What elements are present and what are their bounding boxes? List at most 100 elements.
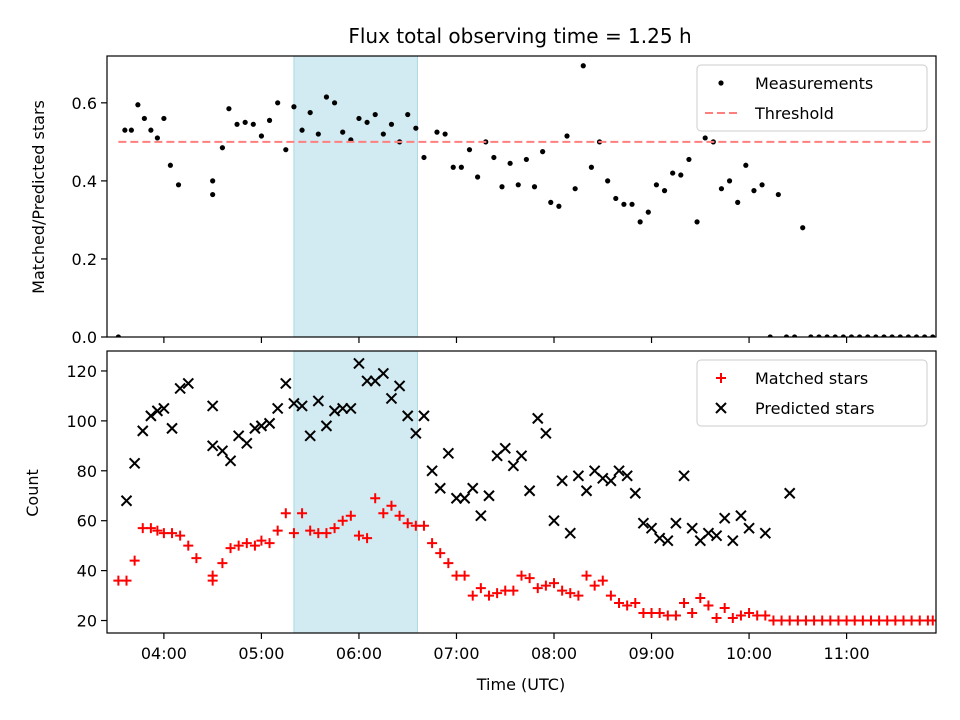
matched-stars-point xyxy=(121,575,132,586)
predicted-stars-point xyxy=(174,382,186,395)
matched-stars-point xyxy=(386,500,397,511)
predicted-stars-point xyxy=(686,522,698,534)
matched-stars-point xyxy=(622,600,633,611)
predicted-stars-point xyxy=(377,367,390,380)
measurements-point xyxy=(364,119,370,125)
matched-stars-point xyxy=(695,593,706,604)
measurements-point xyxy=(848,334,855,337)
y-tick-label: 0.6 xyxy=(72,94,97,113)
predicted-stars-point xyxy=(263,417,276,430)
predicted-stars-point xyxy=(783,487,796,499)
matched-stars-point xyxy=(167,528,178,539)
predicted-stars-point xyxy=(402,410,414,422)
predicted-stars-point xyxy=(361,375,373,387)
x-axis-label: Time (UTC) xyxy=(476,675,565,694)
measurements-point xyxy=(450,164,456,170)
matched-stars-point xyxy=(549,578,560,589)
matched-stars-point xyxy=(540,580,551,591)
matched-stars-point xyxy=(145,523,156,534)
measurements-point xyxy=(556,203,562,209)
measurements-point xyxy=(824,334,830,337)
predicted-stars-point xyxy=(151,405,164,417)
measurements-point xyxy=(816,334,822,337)
measurements-point xyxy=(694,219,700,225)
matched-stars-point xyxy=(288,528,299,539)
predicted-stars-point xyxy=(353,357,365,370)
measurements-point xyxy=(275,100,281,106)
legend-label-measurements: Measurements xyxy=(755,74,873,93)
matched-stars-point xyxy=(483,590,494,601)
predicted-stars-point xyxy=(336,402,349,415)
predicted-stars-point xyxy=(166,422,178,435)
matched-stars-point xyxy=(241,538,252,549)
measurements-point xyxy=(523,156,529,163)
matched-stars-point xyxy=(418,520,429,531)
measurements-point xyxy=(759,182,765,188)
measurements-point xyxy=(783,334,790,337)
measurements-point xyxy=(226,106,232,112)
matched-stars-point xyxy=(256,535,267,546)
predicted-stars-point xyxy=(255,420,268,432)
predicted-stars-point xyxy=(288,397,300,410)
measurements-point xyxy=(135,102,141,108)
predicted-stars-point xyxy=(540,427,552,440)
matched-stars-point xyxy=(129,555,140,566)
measurements-point xyxy=(564,133,570,139)
measurements-point xyxy=(913,334,920,337)
measurements-point xyxy=(266,117,273,123)
measurements-point xyxy=(613,195,619,202)
measurements-point xyxy=(572,186,578,192)
matched-stars-point xyxy=(183,540,194,551)
predicted-stars-point xyxy=(296,400,308,412)
measurements-point xyxy=(466,147,473,153)
predicted-stars-point xyxy=(216,445,229,457)
measurements-point xyxy=(167,162,173,168)
matched-stars-point xyxy=(378,508,389,519)
legend: Measurements Threshold xyxy=(696,64,928,132)
predicted-stars-point xyxy=(515,450,528,462)
measurements-point xyxy=(380,131,386,137)
measurements-point xyxy=(881,334,887,337)
highlight-span xyxy=(293,56,418,337)
predicted-stars-point xyxy=(556,475,568,487)
measurements-point xyxy=(897,334,903,337)
x-tick-label: 04:00 xyxy=(141,644,187,663)
measurements-point xyxy=(629,201,635,207)
predicted-stars-point xyxy=(637,517,650,529)
matched-stars-point xyxy=(280,508,291,519)
matched-stars-point xyxy=(305,525,316,536)
predicted-stars-point xyxy=(393,380,406,392)
predicted-stars-point xyxy=(385,392,398,405)
predicted-stars-point xyxy=(328,405,341,417)
plot-area xyxy=(115,63,936,337)
legend-label-predicted-stars: Predicted stars xyxy=(755,399,875,418)
predicted-stars-point xyxy=(678,470,690,482)
matched-stars-point xyxy=(207,570,218,581)
y-tick-label: 0.2 xyxy=(72,250,97,269)
matched-stars-point xyxy=(225,543,236,554)
predicted-stars-point xyxy=(621,470,633,482)
measurements-point xyxy=(499,184,505,190)
measurements-point xyxy=(128,127,134,133)
predicted-stars-point xyxy=(727,534,739,547)
matched-stars-point xyxy=(233,540,244,551)
measurements-point xyxy=(307,109,313,116)
predicted-stars-point xyxy=(145,410,157,422)
predicted-stars-point xyxy=(206,400,219,412)
measurements-point xyxy=(154,135,160,141)
predicted-stars-point xyxy=(182,377,194,390)
predicted-stars-point xyxy=(743,522,755,534)
measurements-point xyxy=(743,162,749,168)
x-tick-label: 05:00 xyxy=(238,644,284,663)
measurements-point xyxy=(242,119,248,125)
y-tick-label: 40 xyxy=(77,562,97,581)
measurements-point xyxy=(283,147,289,153)
matched-stars-point xyxy=(760,610,771,621)
measurements-point xyxy=(442,131,448,137)
matched-stars-point xyxy=(297,508,308,519)
measurements-point xyxy=(540,149,546,155)
matched-stars-point xyxy=(719,603,730,614)
measurements-point xyxy=(315,131,321,137)
predicted-stars-point xyxy=(320,420,333,432)
measurements-point xyxy=(148,127,154,133)
